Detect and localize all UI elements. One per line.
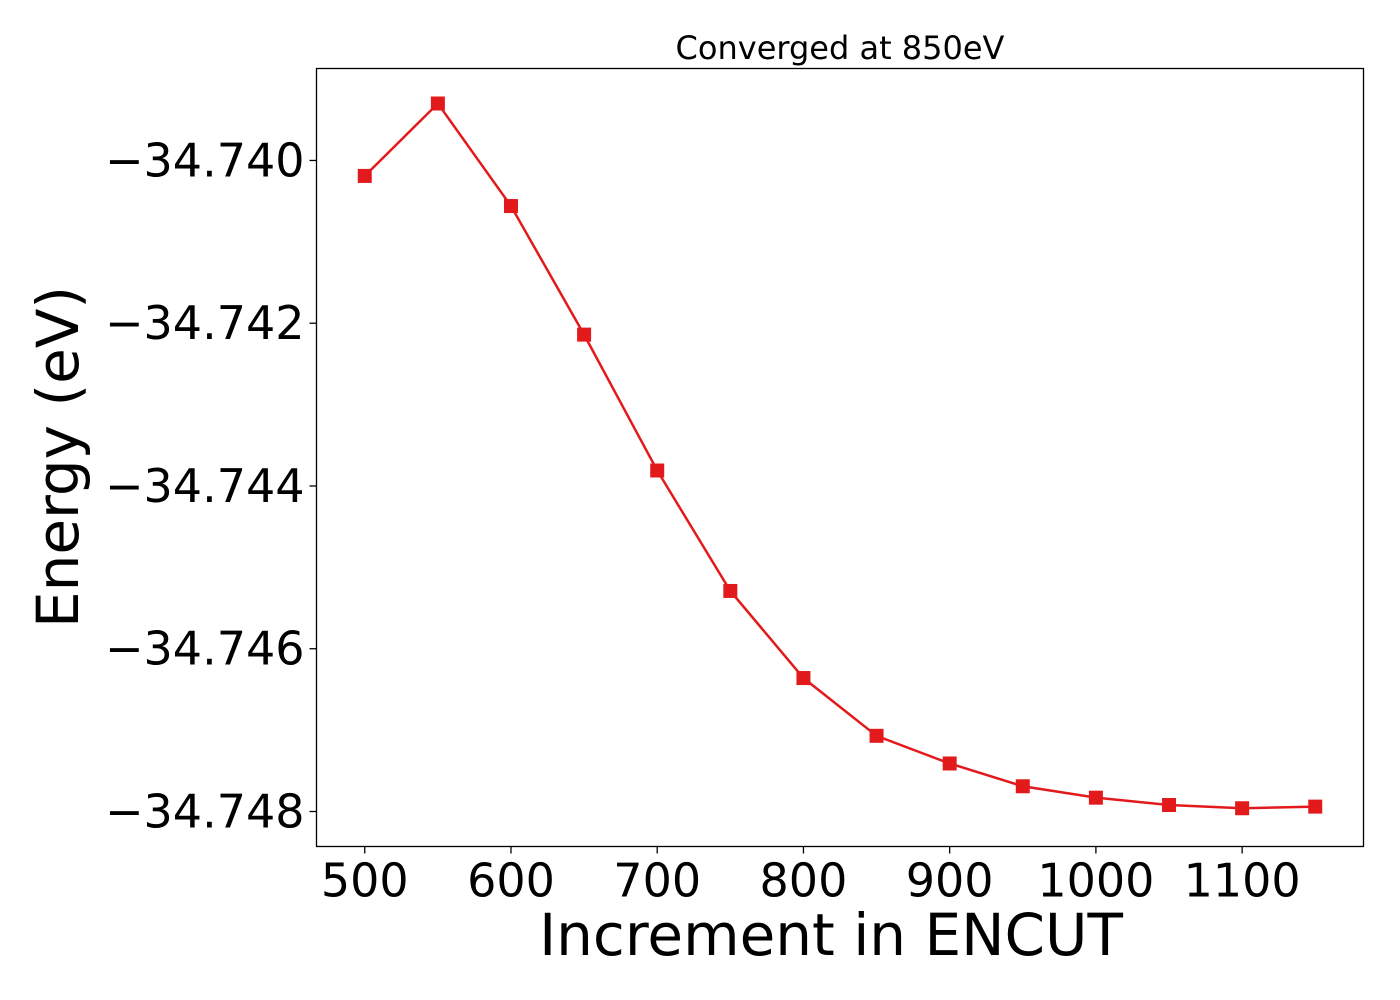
data-point-marker [796, 671, 811, 686]
plot-area [357, 96, 1323, 816]
data-point-marker [650, 463, 665, 478]
data-point-marker [1088, 790, 1103, 805]
x-tick-label: 1000 [1037, 854, 1154, 908]
plot-frame [315, 67, 1365, 848]
data-point-marker [942, 756, 957, 771]
y-tick-label: −34.748 [105, 785, 305, 839]
x-tick-label: 1100 [1184, 854, 1301, 908]
x-tick-label: 900 [906, 854, 994, 908]
y-axis-label: Energy (eV) [24, 286, 92, 628]
x-axis-ticks: 500 600 700 800 900 1000 1100 [321, 846, 1301, 908]
data-point-marker [577, 327, 592, 342]
data-point-marker [430, 96, 445, 111]
x-tick-label: 600 [467, 854, 555, 908]
x-tick-label: 800 [760, 854, 848, 908]
data-point-marker [1162, 797, 1177, 812]
data-point-marker [723, 583, 738, 598]
chart-title: Converged at 850eV [676, 29, 1005, 67]
data-point-marker [357, 168, 372, 183]
data-point-marker [869, 728, 884, 743]
data-point-marker [1015, 779, 1030, 794]
data-point-marker [1308, 799, 1323, 814]
y-axis-ticks: −34.740 −34.742 −34.744 −34.746 −34.748 [105, 133, 317, 839]
x-tick-label: 700 [613, 854, 701, 908]
y-tick-label: −34.740 [105, 133, 305, 187]
x-axis-label: Increment in ENCUT [539, 901, 1123, 969]
data-point-marker [503, 199, 518, 214]
y-tick-label: −34.746 [105, 622, 305, 676]
x-tick-label: 500 [321, 854, 409, 908]
y-tick-label: −34.742 [105, 296, 305, 350]
data-point-marker [1235, 801, 1250, 816]
y-tick-label: −34.744 [105, 459, 305, 513]
series-line [363, 101, 1316, 810]
